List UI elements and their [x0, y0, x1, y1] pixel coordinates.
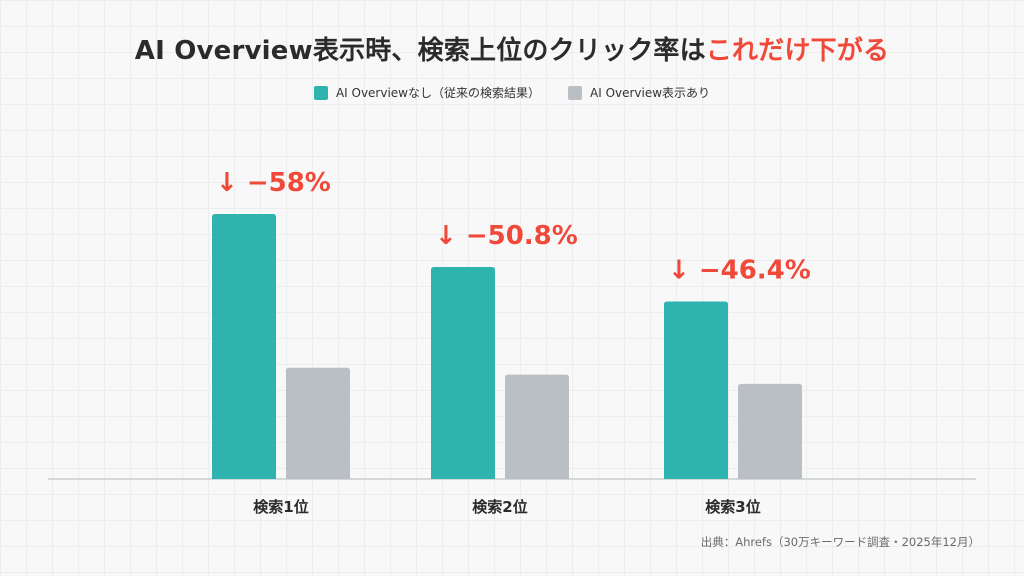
- legend-label-without: AI Overviewなし（従来の検索結果）: [335, 86, 540, 100]
- category-label-1: 検索1位: [253, 498, 308, 516]
- source-note: 出典：Ahrefs（30万キーワード調査・2025年12月）: [700, 535, 980, 549]
- chart-title: AI Overview表示時、検索上位のクリック率はこれだけ下がる: [0, 30, 1024, 67]
- bar-without-ai-overview-2: [431, 267, 495, 479]
- category-label-2: 検索2位: [472, 498, 527, 516]
- category-label-3: 検索3位: [705, 498, 760, 516]
- legend-label-with: AI Overview表示あり: [590, 86, 711, 100]
- legend-swatch-with: [568, 85, 582, 100]
- bar-without-ai-overview-3: [664, 301, 728, 479]
- chart-title-main: AI Overview表示時、検索上位のクリック率は: [134, 36, 706, 66]
- legend-item-without-ai-overview: AI Overviewなし（従来の検索結果）: [313, 84, 540, 101]
- chart-title-accent: これだけ下がる: [705, 36, 890, 66]
- bar-with-ai-overview-3: [738, 383, 802, 479]
- bar-with-ai-overview-1: [286, 367, 350, 479]
- bar-without-ai-overview-1: [212, 214, 276, 479]
- drop-annotation-1: ↓ −58%: [216, 168, 331, 198]
- legend-item-with-ai-overview: AI Overview表示あり: [568, 84, 710, 101]
- bar-with-ai-overview-2: [505, 374, 569, 479]
- legend-swatch-without: [313, 85, 328, 100]
- drop-annotation-3: ↓ −46.4%: [668, 255, 811, 285]
- drop-annotation-2: ↓ −50.8%: [435, 221, 578, 251]
- chart-legend: AI Overviewなし（従来の検索結果） AI Overview表示あり: [0, 84, 1024, 101]
